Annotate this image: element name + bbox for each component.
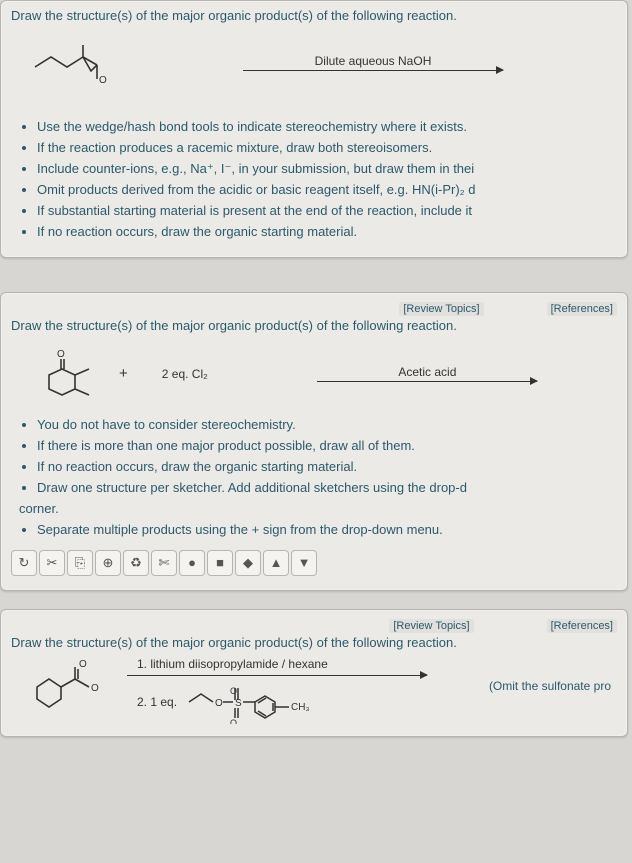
instruction-item: Draw one structure per sketcher. Add add… — [37, 478, 617, 518]
tool-button[interactable]: ✄ — [151, 550, 177, 576]
svg-text:O: O — [215, 698, 223, 709]
starting-material-structure: O — [39, 345, 109, 403]
prompt-text: Draw the structure(s) of the major organ… — [11, 7, 617, 25]
tool-button[interactable]: ⊕ — [95, 550, 121, 576]
instruction-item: If there is more than one major product … — [37, 436, 617, 456]
prompt-text: Draw the structure(s) of the major organ… — [11, 634, 617, 652]
tool-button[interactable]: ♻ — [123, 550, 149, 576]
plus-sign: + — [119, 365, 128, 382]
tool-button[interactable]: ⎘ — [67, 550, 93, 576]
starting-material-structure: O — [29, 39, 119, 87]
starting-material-structure: O O — [29, 657, 107, 709]
instruction-item: If the reaction produces a racemic mixtu… — [37, 138, 617, 158]
svg-text:O: O — [91, 683, 99, 694]
tool-button[interactable]: ◆ — [235, 550, 261, 576]
step2-label: 2. 1 eq. — [137, 695, 177, 709]
instruction-item: Include counter-ions, e.g., Na⁺, I⁻, in … — [37, 159, 617, 179]
references-link[interactable]: [References] — [547, 619, 617, 633]
instruction-item: Omit products derived from the acidic or… — [37, 180, 617, 200]
tool-button[interactable]: ● — [179, 550, 205, 576]
tool-button[interactable]: ■ — [207, 550, 233, 576]
instruction-item: You do not have to consider stereochemis… — [37, 415, 617, 435]
instruction-item: If no reaction occurs, draw the organic … — [37, 457, 617, 477]
references-link[interactable]: [References] — [547, 302, 617, 316]
review-topics-link[interactable]: [Review Topics] — [389, 619, 473, 633]
instruction-list: Use the wedge/hash bond tools to indicat… — [37, 117, 617, 243]
instruction-list: You do not have to consider stereochemis… — [37, 415, 617, 540]
tool-button[interactable]: ✂ — [39, 550, 65, 576]
ch3-label: CH₃ — [291, 702, 310, 713]
tool-button[interactable]: ↻ — [11, 550, 37, 576]
electrophile-structure: O O S O CH₃ — [185, 680, 335, 724]
instruction-item: If substantial starting material is pres… — [37, 201, 617, 221]
reaction-scheme: O O 1. lithium diisopropylamide / hexane… — [29, 657, 617, 724]
svg-text:S: S — [235, 698, 242, 709]
review-topics-link[interactable]: [Review Topics] — [399, 302, 483, 316]
svg-text:O: O — [57, 349, 65, 360]
instruction-item: If no reaction occurs, draw the organic … — [37, 222, 617, 242]
svg-text:O: O — [230, 718, 237, 724]
reagent-label: 2 eq. Cl₂ — [162, 367, 208, 381]
prompt-text: Draw the structure(s) of the major organ… — [11, 317, 617, 335]
instruction-item: Use the wedge/hash bond tools to indicat… — [37, 117, 617, 137]
reaction-arrow — [317, 381, 537, 382]
reagent-label: Dilute aqueous NaOH — [315, 54, 432, 68]
svg-text:O: O — [79, 659, 87, 670]
instruction-item: Separate multiple products using the + s… — [37, 520, 617, 540]
tool-button[interactable]: ▼ — [291, 550, 317, 576]
omit-note: (Omit the sulfonate pro — [489, 679, 611, 693]
sketcher-toolbar: ↻ ✂ ⎘ ⊕ ♻ ✄ ● ■ ◆ ▲ ▼ — [11, 550, 617, 576]
tool-button[interactable]: ▲ — [263, 550, 289, 576]
step1-label: 1. lithium diisopropylamide / hexane — [137, 657, 617, 671]
reaction-scheme: O + 2 eq. Cl₂ Acetic acid — [39, 345, 617, 403]
reaction-arrow — [243, 70, 503, 71]
reaction-scheme: O Dilute aqueous NaOH — [29, 39, 617, 87]
reaction-arrow — [127, 675, 427, 676]
reagent-label: Acetic acid — [398, 365, 456, 379]
svg-text:O: O — [99, 75, 107, 86]
svg-text:O: O — [230, 686, 237, 696]
